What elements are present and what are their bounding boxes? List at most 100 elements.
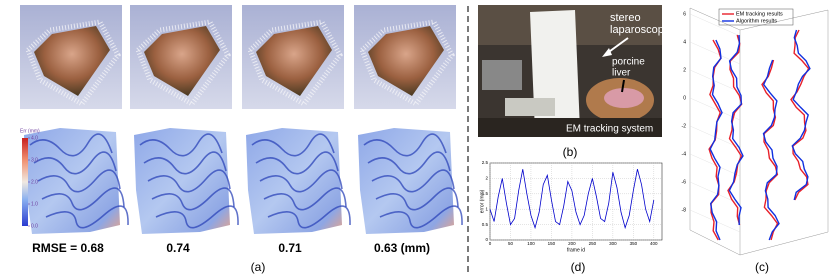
z-tick-label: 0 (683, 95, 686, 101)
y-tick-label: 1 (485, 206, 488, 211)
arrow-head (602, 48, 612, 57)
x-axis-label: frame id (567, 247, 585, 253)
y-tick-label: 0 (485, 237, 488, 242)
error-map (134, 128, 230, 234)
grid-line (689, 69, 741, 93)
label: EM tracking system (566, 124, 653, 135)
liver-surface (144, 26, 220, 96)
photo-liver (604, 88, 644, 108)
error-contour (255, 151, 339, 175)
x-tick-label: 250 (589, 241, 597, 246)
error-map (246, 128, 342, 234)
photo-em-box (505, 98, 555, 116)
x-tick-label: 300 (609, 241, 617, 246)
legend-box (718, 8, 794, 26)
error-contour (363, 133, 447, 157)
z-tick-label: -4 (682, 151, 687, 157)
colorbar-tick-label: 1.0 (31, 201, 38, 207)
label: laparoscope (610, 24, 670, 36)
axis-box (739, 9, 829, 31)
y-axis-label: error (mm) (479, 189, 485, 213)
error-contour (143, 151, 227, 175)
grid-line (689, 153, 741, 177)
error-contour (151, 187, 235, 211)
liver-surface (34, 26, 110, 96)
x-tick-label: 400 (650, 241, 658, 246)
error-contour (155, 205, 239, 229)
error-map (358, 128, 454, 234)
grid-line (689, 209, 741, 233)
grid-line (689, 41, 741, 65)
x-tick-label: 200 (568, 241, 576, 246)
liver-surface (368, 26, 444, 96)
y-tick-label: 2 (485, 176, 488, 181)
trajectory (791, 29, 811, 201)
caption: (b) (563, 145, 578, 159)
y-tick-label: 2.5 (482, 160, 489, 165)
error-contour (251, 133, 335, 157)
error-contour (147, 169, 231, 193)
x-tick-label: 0 (489, 241, 492, 246)
label: porcine (612, 57, 645, 68)
error-contour (29, 133, 113, 157)
error-contour (45, 205, 129, 229)
z-tick-label: -2 (682, 123, 687, 129)
panel-d: 0 0.5 1 1.5 2 2.5 0 50 100 150 200 250 300 350 400 erro… (479, 160, 663, 274)
axis-box (689, 229, 741, 256)
error-contour (41, 187, 125, 211)
mesh-border (359, 19, 455, 108)
rmse-label: 0.71 (278, 241, 302, 255)
panel-c: 6 4 2 0 -2 -4 -6 -8 EM tracking resultsAlgorithm… (682, 7, 829, 274)
arrow (621, 79, 625, 93)
trajectory (762, 59, 780, 241)
colorbar-title: Err (mm) (20, 128, 40, 134)
error-contour (37, 169, 121, 193)
error-contour (267, 205, 351, 229)
x-tick-label: 50 (508, 241, 514, 246)
z-tick-label: -8 (682, 207, 687, 213)
rmse-label: 0.63 (mm) (374, 241, 430, 255)
x-tick-label: 350 (630, 241, 638, 246)
error-map (24, 128, 120, 234)
trajectory (761, 59, 779, 241)
mesh-border (135, 19, 231, 108)
error-contour (371, 169, 455, 193)
photo-table (478, 118, 662, 137)
panel-b: stereo laparoscope porcine liver EM trac… (478, 5, 670, 159)
axis-box (689, 7, 741, 31)
grid-line (689, 13, 741, 37)
colorbar-tick-label: 4.0 (31, 135, 38, 141)
trajectory (790, 29, 810, 201)
rmse-label: RMSE = 0.68 (32, 241, 104, 255)
trajectory (709, 39, 723, 241)
error-contour (139, 133, 223, 157)
z-tick-label: 6 (683, 11, 686, 17)
colorbar-tick-label: 2.0 (31, 179, 38, 185)
label: stereo (610, 12, 641, 24)
error-contour (263, 187, 347, 211)
mesh-border (247, 19, 343, 108)
trajectory (728, 34, 744, 226)
colorbar-tick-label: 3.0 (31, 157, 38, 163)
label: liver (612, 68, 631, 79)
error-contour (259, 169, 343, 193)
grid-line (689, 97, 741, 121)
error-contour (379, 205, 463, 229)
z-tick-label: 4 (683, 39, 686, 45)
axis-box (739, 231, 829, 256)
z-tick-label: -6 (682, 179, 687, 185)
legend-label: EM tracking results (736, 11, 783, 17)
x-tick-label: 100 (527, 241, 535, 246)
panel-a: RMSE = 0.68 0.74 0.71 0.63 (mm) (a) Err (mm)4… (20, 5, 463, 274)
caption: (c) (755, 260, 769, 274)
error-line (489, 169, 655, 230)
colorbar (22, 138, 28, 226)
error-contour (367, 151, 451, 175)
x-tick-label: 150 (548, 241, 556, 246)
caption: (a) (251, 260, 266, 274)
caption: (d) (571, 260, 586, 274)
z-tick-label: 2 (683, 67, 686, 73)
mesh-border (25, 19, 121, 108)
y-tick-label: 1.5 (482, 191, 489, 196)
